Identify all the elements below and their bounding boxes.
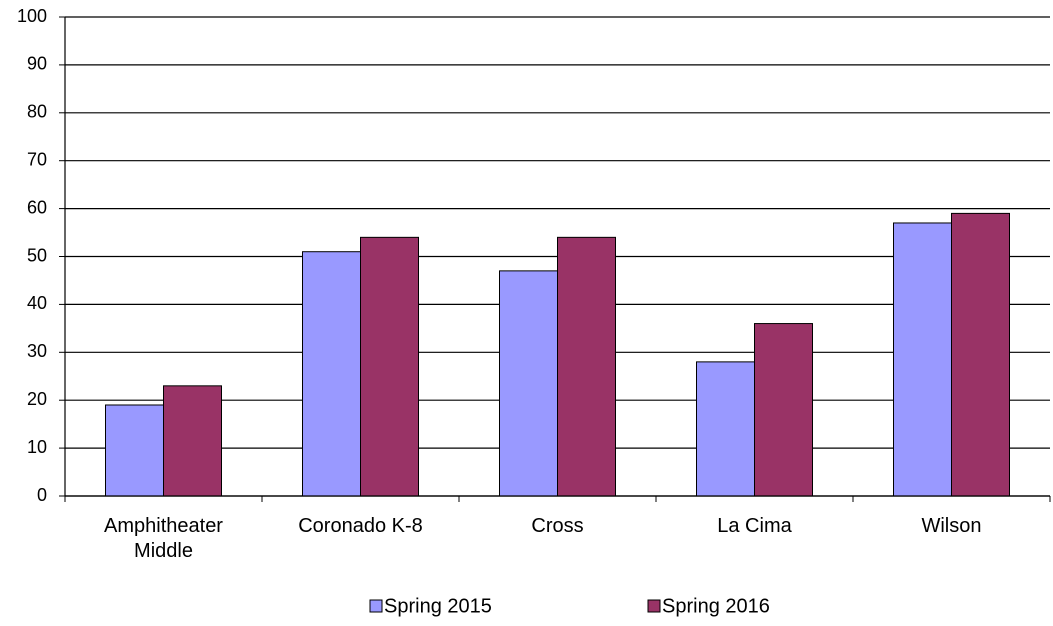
bar (499, 270, 558, 497)
bar (557, 236, 616, 497)
legend-label: Spring 2016 (662, 595, 770, 617)
y-tick-label: 40 (27, 293, 47, 313)
bar (163, 385, 222, 497)
y-tick-label: 0 (37, 485, 47, 505)
y-tick-label: 60 (27, 197, 47, 217)
y-tick-label: 100 (17, 6, 47, 26)
bar (754, 323, 813, 497)
bar (951, 212, 1010, 497)
x-tick-label: Amphitheater Middle (104, 515, 223, 562)
x-tick-label: Wilson (921, 515, 982, 537)
y-tick-label: 20 (27, 389, 47, 409)
bar (105, 404, 164, 497)
x-tick-label: Coronado K-8 (298, 515, 423, 537)
y-tick-label: 30 (27, 341, 47, 361)
bar (360, 236, 419, 497)
bar (302, 251, 361, 497)
y-tick-label: 50 (27, 245, 47, 265)
x-tick-label: La Cima (717, 515, 792, 537)
legend-label: Spring 2015 (384, 595, 492, 617)
legend-swatch (369, 599, 383, 613)
legend-swatch (647, 599, 661, 613)
y-tick-label: 70 (27, 149, 47, 169)
y-tick-label: 90 (27, 54, 47, 74)
y-tick-label: 10 (27, 437, 47, 457)
bar (696, 361, 755, 497)
y-tick-label: 80 (27, 102, 47, 122)
bar (893, 222, 952, 497)
x-tick-label: Cross (531, 515, 584, 537)
